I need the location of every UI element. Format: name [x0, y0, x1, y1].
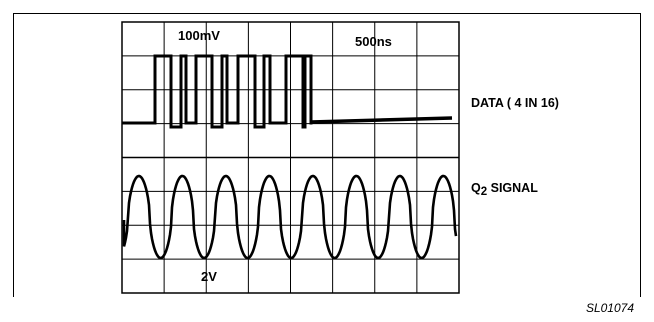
q2-signal-label: Q2 SIGNAL	[471, 181, 538, 198]
data-trace	[122, 54, 313, 129]
vertical-scale-label: 100mV	[178, 28, 220, 43]
data-trace-baseline	[310, 116, 453, 124]
figure-frame	[13, 13, 641, 297]
scope-grid	[122, 22, 459, 293]
figure-id: SL01074	[586, 301, 634, 315]
q2-signal-label-prefix: Q	[471, 181, 481, 195]
lower-scale-label: 2V	[201, 269, 217, 284]
scope-screen	[121, 21, 460, 294]
time-scale-label: 500ns	[355, 34, 392, 49]
q2-signal-trace	[122, 174, 458, 260]
q2-signal-label-suffix: SIGNAL	[487, 181, 538, 195]
q2-signal-label-subscript: 2	[481, 186, 487, 198]
data-trace-label: DATA ( 4 IN 16)	[471, 96, 559, 110]
